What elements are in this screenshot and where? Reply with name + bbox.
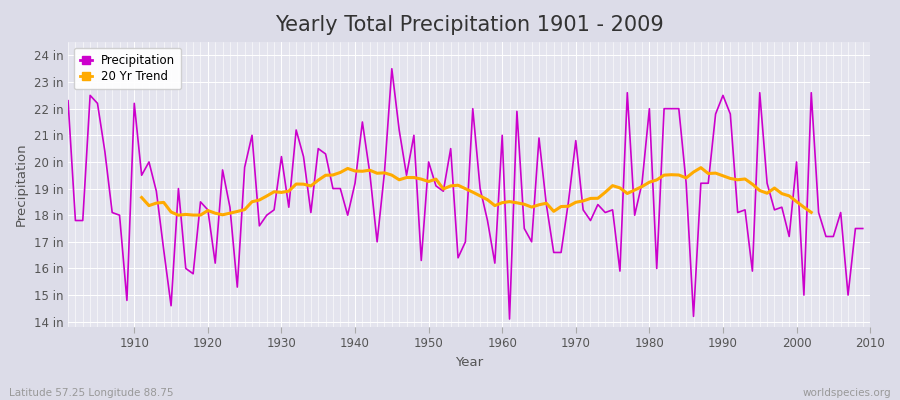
Title: Yearly Total Precipitation 1901 - 2009: Yearly Total Precipitation 1901 - 2009 [274,15,663,35]
Legend: Precipitation, 20 Yr Trend: Precipitation, 20 Yr Trend [74,48,181,89]
X-axis label: Year: Year [455,356,483,369]
Y-axis label: Precipitation: Precipitation [15,143,28,226]
Text: Latitude 57.25 Longitude 88.75: Latitude 57.25 Longitude 88.75 [9,388,174,398]
Text: worldspecies.org: worldspecies.org [803,388,891,398]
